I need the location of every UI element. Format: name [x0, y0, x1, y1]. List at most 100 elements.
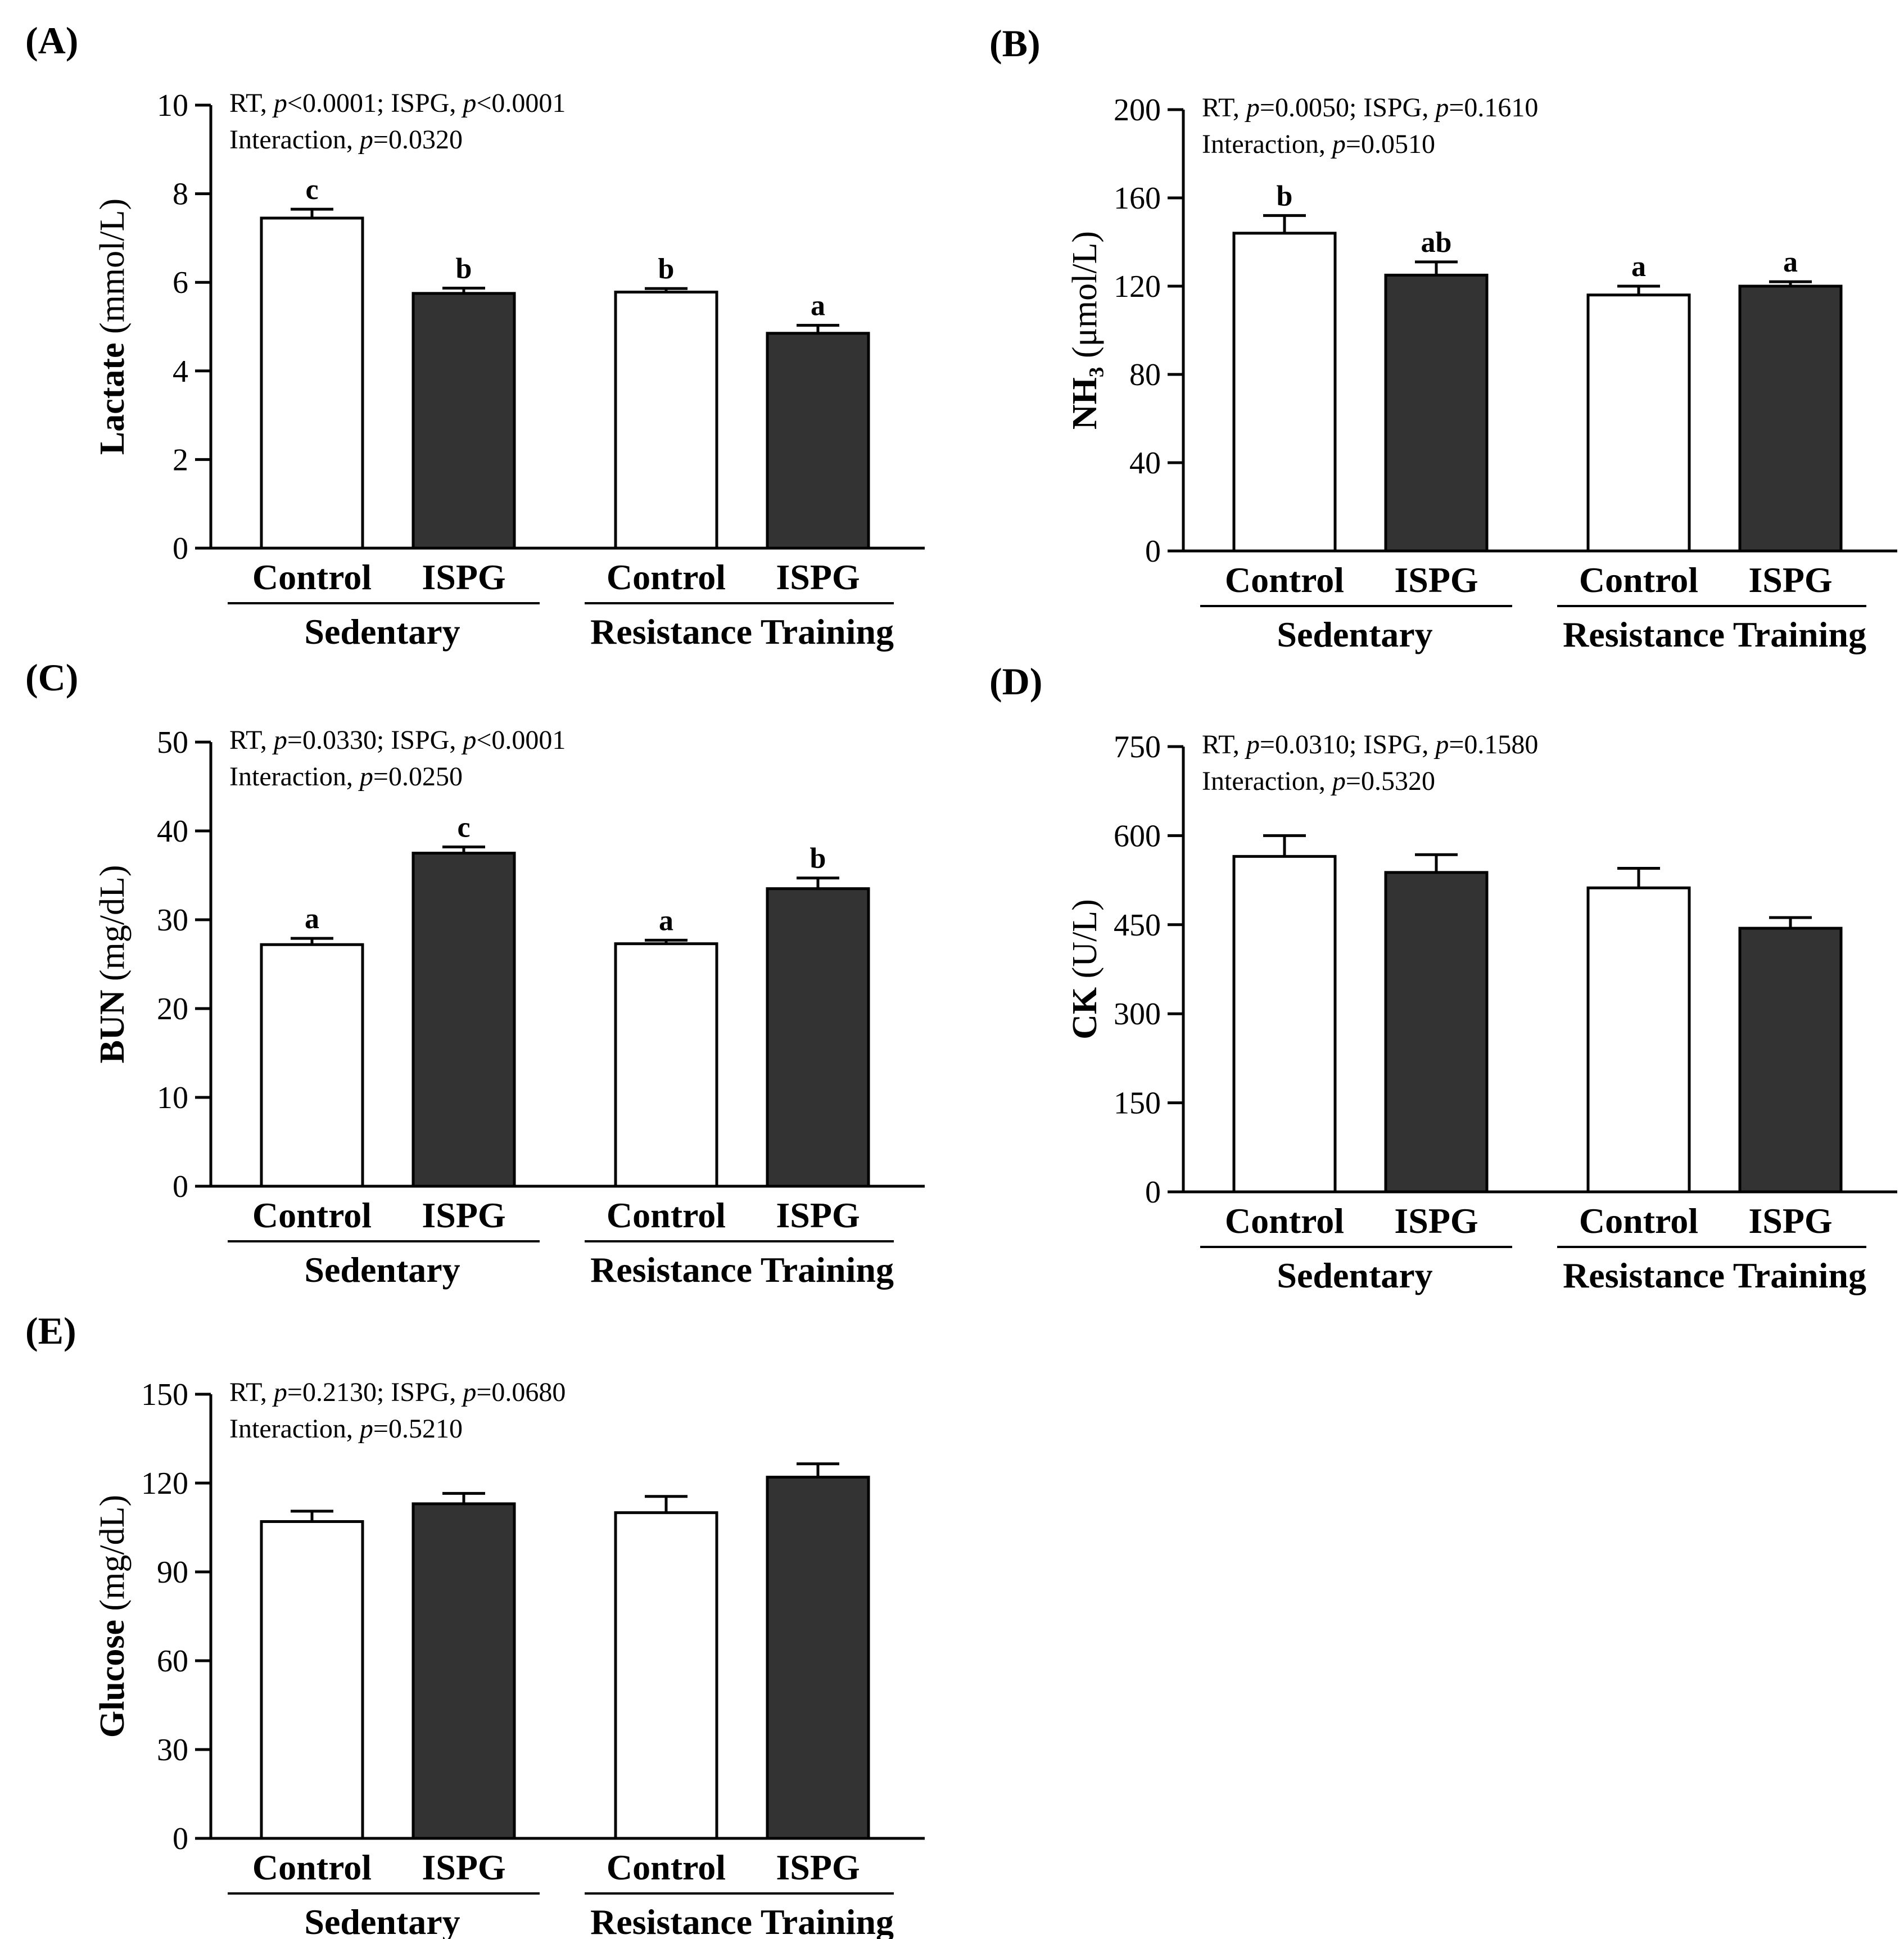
stats-line-1: RT, p=0.2130; ISPG, p=0.0680	[229, 1377, 566, 1407]
bar	[766, 887, 870, 1188]
significance-letter: a	[811, 290, 825, 322]
bar	[1384, 871, 1489, 1194]
y-tick-label: 2	[173, 442, 188, 477]
y-tick-label: 0	[173, 1822, 188, 1856]
category-label: Control	[1579, 1201, 1698, 1241]
stats-segment: p	[461, 88, 476, 118]
bar	[411, 852, 516, 1188]
group-label: Resistance Training	[590, 612, 894, 652]
bar	[614, 942, 718, 1188]
bar	[260, 216, 364, 550]
stats-segment: Interaction,	[229, 125, 360, 155]
category-label: Control	[252, 557, 372, 597]
bar	[766, 1475, 870, 1840]
stats-segment: p	[272, 88, 287, 118]
group-label: Resistance Training	[590, 1250, 894, 1290]
y-axis-label-unit: (U/L)	[1066, 899, 1104, 978]
significance-letter: a	[305, 903, 319, 935]
y-tick-label: 30	[157, 1733, 188, 1768]
category-label: Control	[1579, 560, 1698, 600]
category-label: ISPG	[776, 1195, 860, 1235]
y-axis-label: Lactate (mmol/L)	[93, 198, 132, 455]
y-tick-label: 40	[1129, 446, 1161, 481]
category-label: ISPG	[422, 1847, 505, 1887]
bar	[411, 292, 516, 550]
category-label: Control	[1225, 560, 1344, 600]
y-axis-label: CK (U/L)	[1066, 899, 1104, 1039]
category-label: Control	[607, 1847, 726, 1887]
y-tick-label: 120	[1114, 269, 1161, 304]
category-label: ISPG	[1394, 560, 1478, 600]
bar	[260, 1520, 364, 1840]
significance-letter: ab	[1421, 227, 1452, 259]
bar	[1738, 284, 1843, 553]
stats-segment: <0.0001	[476, 725, 566, 755]
y-tick-label: 120	[141, 1466, 188, 1501]
y-axis-label-main: Glucose	[93, 1611, 132, 1738]
stats-segment: RT,	[1202, 93, 1246, 123]
category-label: ISPG	[1748, 560, 1832, 600]
y-tick-label: 160	[1114, 181, 1161, 216]
bar	[1586, 886, 1691, 1194]
stats-line-2: Interaction, p=0.0250	[229, 762, 463, 792]
y-tick-label: 10	[157, 1081, 188, 1115]
category-label: Control	[607, 1195, 726, 1235]
stats-segment: =0.0050; ISPG,	[1260, 93, 1435, 123]
stats-line-2: Interaction, p=0.0320	[229, 125, 463, 155]
panel-label: (C)	[25, 656, 78, 699]
y-axis-label-main: NH₃	[1066, 358, 1104, 430]
stats-segment: Interaction,	[1202, 129, 1332, 159]
y-axis-label-unit: (mg/dL)	[93, 1495, 132, 1611]
y-tick-label: 20	[157, 992, 188, 1027]
y-axis-label-unit: (mg/dL)	[93, 865, 132, 981]
y-axis-label: NH₃ (μmol/L)	[1066, 231, 1104, 430]
y-tick-label: 150	[1114, 1086, 1161, 1121]
stats-segment: Interaction,	[1202, 766, 1332, 796]
bar	[1232, 855, 1337, 1194]
y-tick-label: 10	[157, 88, 188, 123]
stats-line-2: Interaction, p=0.5320	[1202, 766, 1435, 796]
stats-line-2: Interaction, p=0.0510	[1202, 129, 1435, 159]
stats-segment: =0.1580	[1449, 730, 1538, 760]
stats-segment: <0.0001; ISPG,	[287, 88, 463, 118]
significance-letter: a	[1631, 251, 1646, 283]
y-tick-label: 30	[157, 903, 188, 938]
group-label: Sedentary	[1277, 614, 1432, 654]
y-tick-label: 0	[173, 531, 188, 566]
group-label: Resistance Training	[590, 1902, 894, 1939]
stats-segment: =0.2130; ISPG,	[287, 1377, 463, 1407]
panel-label: (A)	[25, 19, 78, 62]
stats-segment: p	[1245, 93, 1260, 123]
group-label: Resistance Training	[1563, 614, 1866, 654]
stats-segment: Interaction,	[229, 762, 360, 792]
category-label: ISPG	[776, 557, 860, 597]
group-label: Sedentary	[304, 612, 460, 652]
stats-segment: p	[461, 1377, 476, 1407]
y-axis-label: BUN (mg/dL)	[93, 865, 132, 1063]
y-axis-label-unit: (μmol/L)	[1066, 231, 1104, 358]
stats-segment: =0.0330; ISPG,	[287, 725, 463, 755]
stats-segment: RT,	[1202, 730, 1246, 760]
bar	[1586, 293, 1691, 553]
stats-segment: =0.5210	[373, 1414, 463, 1444]
panel-label: (D)	[989, 660, 1042, 703]
bar	[1738, 926, 1843, 1194]
y-tick-label: 40	[157, 814, 188, 849]
stats-segment: <0.0001	[476, 88, 566, 118]
y-tick-label: 300	[1114, 997, 1161, 1032]
bar	[614, 291, 718, 550]
significance-letter: a	[1783, 246, 1798, 278]
significance-letter: a	[659, 905, 673, 937]
stats-segment: RT,	[229, 88, 274, 118]
y-tick-label: 50	[157, 725, 188, 760]
significance-letter: b	[658, 253, 675, 285]
bar	[766, 332, 870, 550]
category-label: Control	[252, 1847, 372, 1887]
y-tick-label: 0	[1145, 1175, 1161, 1210]
stats-segment: RT,	[229, 1377, 274, 1407]
stats-segment: p	[358, 125, 373, 155]
group-label: Sedentary	[304, 1250, 460, 1290]
